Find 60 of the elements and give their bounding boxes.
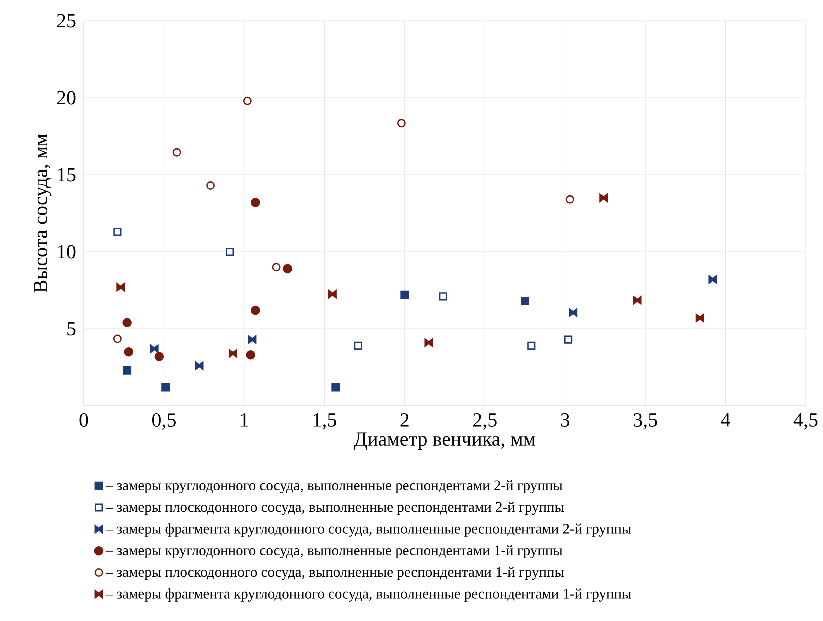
x-tick-label: 3	[561, 414, 570, 427]
point	[328, 290, 337, 299]
point	[150, 344, 159, 354]
y-axis-title: Высота сосуда, мм	[34, 134, 52, 293]
point	[354, 342, 362, 350]
point	[424, 338, 434, 348]
x-tick-label: 3,5	[634, 414, 658, 430]
point	[162, 383, 170, 392]
x-axis-title: Диаметр венчика, мм	[354, 432, 536, 450]
x-tick-label: 0,5	[152, 414, 176, 430]
x-tick-label: 0	[80, 414, 88, 428]
point	[248, 336, 257, 344]
y-tick-label: 5	[68, 322, 76, 336]
point	[283, 264, 292, 274]
point	[332, 383, 340, 392]
point	[564, 336, 573, 344]
legend-label: – замеры круглодонного сосуда, выполненные респондентами 2-й группы	[106, 480, 563, 494]
point	[633, 296, 642, 305]
point	[400, 290, 410, 300]
x-tick-label: 1	[241, 414, 248, 427]
point	[123, 366, 132, 375]
point	[206, 182, 215, 190]
point	[246, 350, 256, 360]
x-tick-label: 1,5	[314, 414, 336, 430]
point	[569, 308, 578, 318]
x-tick-label: 2	[400, 414, 409, 427]
legend-label: – замеры круглодонного сосуда, выполненные респондентами 1-й группы	[106, 545, 563, 558]
point	[251, 306, 260, 316]
point	[566, 195, 574, 204]
y-tick-label: 10	[58, 245, 76, 259]
legend-label: – замеры плоскодонного сосуда, выполненные респондентами 1-й группы	[106, 567, 564, 580]
point	[124, 347, 134, 357]
point	[708, 275, 718, 284]
point	[251, 198, 260, 208]
point	[528, 342, 536, 350]
point	[172, 148, 182, 157]
point	[600, 194, 608, 202]
x-tick-label: 4	[721, 414, 730, 427]
point	[228, 349, 238, 358]
y-tick-label: 15	[58, 168, 76, 182]
point	[226, 248, 234, 256]
legend-label: – замеры фрагмента круглодонного сосуда, выполненные респондентами 1-й группы	[106, 588, 632, 602]
point	[114, 228, 122, 236]
point	[696, 314, 704, 322]
x-tick-label: 4,5	[794, 414, 818, 430]
legend-label: – замеры фрагмента круглодонного сосуда, выполненные респондентами 2-й группы	[106, 524, 632, 537]
y-tick-label: 20	[57, 91, 76, 105]
point	[397, 119, 406, 128]
x-tick-label: 2,5	[473, 414, 497, 430]
y-tick-label: 25	[57, 14, 76, 28]
point	[113, 334, 122, 344]
legend-label: – замеры плоскодонного сосуда, выполненные респондентами 2-й группы	[106, 502, 564, 516]
point	[122, 318, 132, 328]
point	[520, 297, 530, 306]
point	[154, 352, 164, 362]
point	[116, 283, 126, 292]
point	[195, 362, 204, 370]
point	[243, 96, 252, 106]
point	[272, 263, 281, 272]
point	[439, 292, 448, 301]
